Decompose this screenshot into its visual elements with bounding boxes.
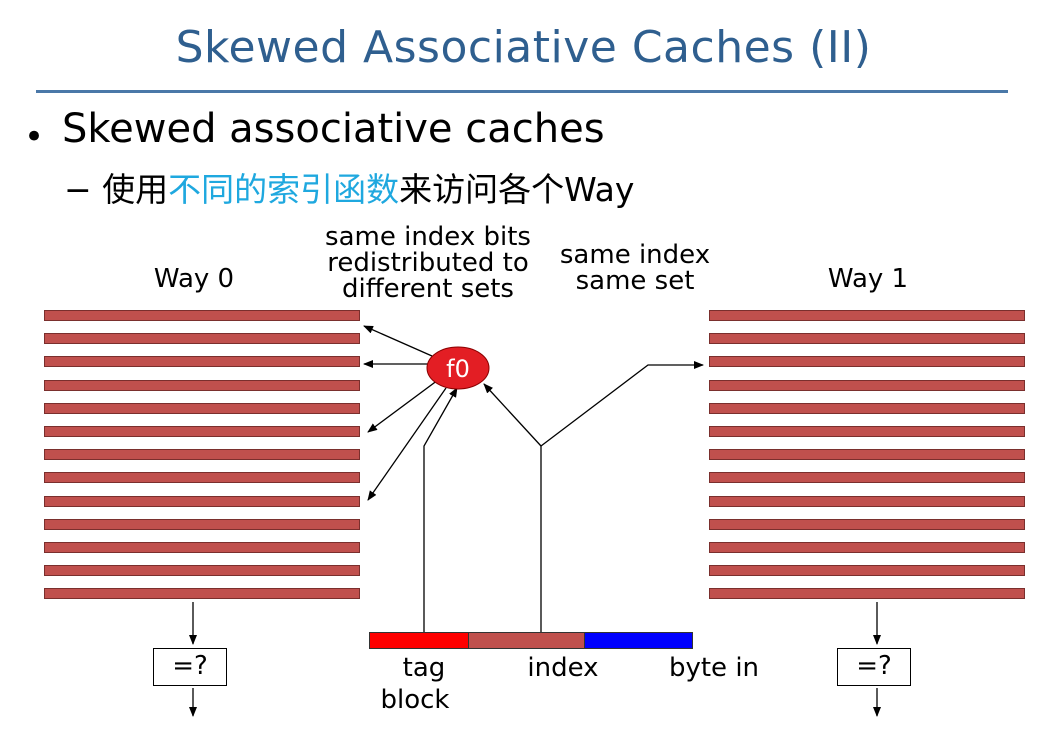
sub-bullet: − 使用不同的索引函数来访问各个Way	[64, 163, 634, 211]
f0-function-node	[426, 346, 490, 390]
way1-cache-line	[709, 426, 1025, 437]
f0-label: f0	[446, 355, 470, 383]
way0-cache-array	[44, 310, 360, 600]
way1-cache-line	[709, 472, 1025, 483]
address-index-field	[468, 632, 585, 649]
way1-cache-line	[709, 449, 1025, 460]
way0-cache-line	[44, 519, 360, 530]
sub-bullet-prefix: − 使用	[64, 170, 169, 209]
byte-field-label: byte in	[668, 653, 760, 683]
sub-bullet-suffix: 来访问各个Way	[399, 170, 635, 209]
tag-to-f0-line	[423, 387, 458, 632]
address-tag-field	[369, 632, 469, 649]
way1-cache-line	[709, 403, 1025, 414]
address-byte-field	[584, 632, 693, 649]
title-divider	[36, 90, 1008, 93]
way0-cache-line	[44, 449, 360, 460]
way1-cache-line	[709, 565, 1025, 576]
way0-cache-line	[44, 588, 360, 599]
way1-label: Way 1	[827, 264, 909, 294]
index-to-f0-arrow	[483, 383, 542, 447]
note-right-line-2: same set	[575, 266, 695, 296]
way0-cache-line	[44, 403, 360, 414]
index-field-label: index	[527, 653, 599, 683]
f0-to-way0-arrow-4	[367, 387, 447, 501]
compare-right-box: =?	[837, 648, 911, 686]
way1-cache-line	[709, 542, 1025, 553]
block-field-label: block	[380, 685, 450, 715]
way1-cache-line	[709, 496, 1025, 507]
way0-cache-line	[44, 472, 360, 483]
f0-to-way0-arrow-1	[363, 325, 433, 357]
way0-cache-line	[44, 542, 360, 553]
index-to-way1-arrow	[540, 361, 704, 447]
way0-cache-line	[44, 333, 360, 344]
slide-title: Skewed Associative Caches (II)	[175, 22, 872, 73]
bullet-text: Skewed associative caches	[62, 106, 605, 152]
way0-cache-line	[44, 426, 360, 437]
note-left-line-3: different sets	[342, 274, 514, 304]
way1-cache-line	[709, 588, 1025, 599]
way0-cache-line	[44, 496, 360, 507]
way1-cache-line	[709, 333, 1025, 344]
way0-cache-line	[44, 565, 360, 576]
compare-left-box: =?	[153, 648, 227, 686]
note-left-line-2: redistributed to	[327, 248, 529, 278]
note-left-line-1: same index bits	[325, 222, 531, 252]
way1-cache-line	[709, 310, 1025, 321]
way1-cache-line	[709, 380, 1025, 391]
way0-cache-line	[44, 310, 360, 321]
way0-cache-line	[44, 380, 360, 391]
tag-field-label: tag	[402, 653, 446, 683]
note-right-line-1: same index	[559, 240, 711, 270]
way0-cache-line	[44, 356, 360, 367]
f0-to-way0-arrow-3	[367, 379, 439, 433]
way0-label: Way 0	[153, 264, 235, 294]
way1-cache-line	[709, 519, 1025, 530]
way1-cache-array	[709, 310, 1025, 600]
bullet-dot-icon: •	[24, 117, 45, 157]
way1-cache-line	[709, 356, 1025, 367]
sub-bullet-highlight: 不同的索引函数	[168, 170, 400, 209]
